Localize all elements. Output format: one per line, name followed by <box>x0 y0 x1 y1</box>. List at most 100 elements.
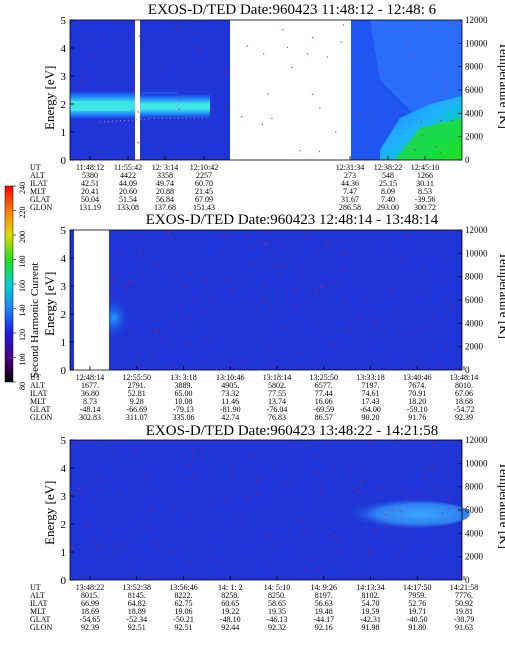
speckle <box>277 288 279 290</box>
speckle <box>184 47 186 49</box>
speckle <box>359 115 362 117</box>
speckle <box>329 523 331 525</box>
y-right-tick-label: 12000 <box>465 435 488 445</box>
speckle <box>190 317 192 319</box>
info-row-value: -76.04 <box>267 405 288 414</box>
y-right-tick-label: 2000 <box>465 132 484 142</box>
speckle <box>214 361 216 363</box>
info-row-value: 5380 <box>82 171 98 180</box>
speckle <box>297 269 300 272</box>
speckle <box>120 313 122 315</box>
speckle <box>356 492 358 494</box>
info-row-value: 36.80 <box>81 389 99 398</box>
info-row-value: -54.72 <box>454 405 475 414</box>
speckle <box>369 443 371 445</box>
speckle <box>86 526 88 529</box>
speckle <box>145 522 147 524</box>
info-row-value: 7.47 <box>343 187 357 196</box>
speckle <box>441 37 443 40</box>
info-row-value: 5802. <box>268 381 286 390</box>
speckle <box>371 319 373 321</box>
speckle <box>116 274 118 276</box>
speckle <box>284 264 286 266</box>
speckle <box>458 572 460 575</box>
speckle <box>274 264 276 266</box>
info-row-value: 1266 <box>417 171 433 180</box>
speckle <box>145 475 147 477</box>
speckle <box>444 276 446 278</box>
info-row-value: 7197. <box>362 381 380 390</box>
speckle <box>216 87 219 89</box>
speckle <box>267 562 270 564</box>
speckle <box>400 256 402 258</box>
speckle <box>109 529 112 532</box>
info-row-value: 50.04 <box>81 195 99 204</box>
speckle <box>271 117 273 120</box>
speckle <box>315 295 317 298</box>
speckle <box>318 540 320 542</box>
info-row-label: ILAT <box>30 599 47 608</box>
speckle <box>407 235 410 238</box>
y-right-tick-label: 8000 <box>465 482 484 492</box>
info-table: UT 11:48:12 11:55:42 12: 3:14 12:10:42 12:31:… <box>30 163 439 212</box>
speckle <box>263 346 265 348</box>
info-row-value: 13:48:14 <box>450 373 478 382</box>
info-row-value: 3358 <box>157 171 173 180</box>
speckle <box>301 531 304 533</box>
y-right-tick-label: 0 <box>465 155 470 165</box>
info-row-value: 50.92 <box>455 599 473 608</box>
speckle <box>448 497 450 499</box>
y-right-tick-label: 4000 <box>465 318 484 328</box>
speckle <box>227 72 229 75</box>
speckle <box>209 554 211 556</box>
speckle <box>395 315 397 317</box>
info-row-value: 9.28 <box>130 397 144 406</box>
speckle <box>115 548 118 550</box>
speckle <box>112 554 114 556</box>
speckle <box>432 453 434 455</box>
speckle <box>332 344 334 347</box>
y-axis-label: Energy [eV] <box>42 481 57 545</box>
speckle <box>392 509 394 511</box>
speckle <box>140 260 142 262</box>
info-row-label: UT <box>30 373 41 382</box>
speckle <box>203 451 205 453</box>
speckle <box>265 300 267 303</box>
speckle <box>246 236 248 238</box>
speckle <box>312 37 314 39</box>
speckle <box>346 254 349 257</box>
info-row-value: 19.48 <box>315 607 333 616</box>
speckle <box>421 134 423 136</box>
speckle <box>316 453 318 455</box>
chart-panel-3: EXOS-D/TED Date:960423 13:48:22 - 14:21:… <box>30 423 505 632</box>
speckle <box>423 268 425 270</box>
speckle <box>270 232 272 234</box>
speckle <box>348 320 350 322</box>
speckle-overlay <box>72 442 460 579</box>
speckle <box>305 533 307 535</box>
speckle <box>414 54 416 56</box>
speckle <box>384 513 386 516</box>
speckle <box>388 103 390 105</box>
speckle <box>263 53 265 55</box>
speckle <box>158 148 161 150</box>
y-axis-right-label: Temperature [K] <box>497 462 505 549</box>
speckle <box>397 106 399 109</box>
speckle <box>273 366 275 368</box>
speckle <box>137 351 139 354</box>
speckle <box>139 241 141 243</box>
speckle <box>281 480 284 482</box>
speckle <box>178 108 180 110</box>
speckle <box>156 328 158 330</box>
speckle <box>385 526 387 528</box>
speckle <box>386 328 388 330</box>
speckle <box>222 253 224 255</box>
speckle <box>186 503 188 505</box>
speckle <box>248 568 250 571</box>
info-row-value: 58.65 <box>268 599 286 608</box>
speckle <box>440 119 442 122</box>
speckle <box>172 508 174 511</box>
speckle <box>282 244 284 246</box>
speckle <box>290 530 292 533</box>
